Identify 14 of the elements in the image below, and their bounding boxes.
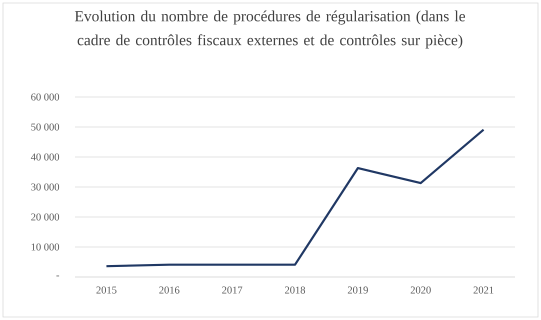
x-tick-label: 2017 xyxy=(222,286,242,294)
x-tick-label: 2015 xyxy=(96,286,116,294)
y-tick-label: 40 000 xyxy=(30,153,60,161)
x-tick-label: 2020 xyxy=(410,286,431,294)
y-tick-label: 20 000 xyxy=(31,213,60,221)
y-tick-label: 60 000 xyxy=(31,93,60,101)
y-tick-label: 50 000 xyxy=(31,123,60,131)
x-tick-label: 2019 xyxy=(348,286,368,294)
x-tick-label: 2016 xyxy=(159,286,180,294)
x-tick-label: 2018 xyxy=(284,286,306,294)
chart-title: Evolution du nombre de procédures de régularisation (dans le cadre de contrôles fiscaux externes et de contrôles sur pièce) xyxy=(74,10,466,48)
y-tick-label: 30 000 xyxy=(31,183,60,191)
y-tick-label: 10 000 xyxy=(32,243,60,251)
x-tick-label: 2021 xyxy=(474,286,494,294)
